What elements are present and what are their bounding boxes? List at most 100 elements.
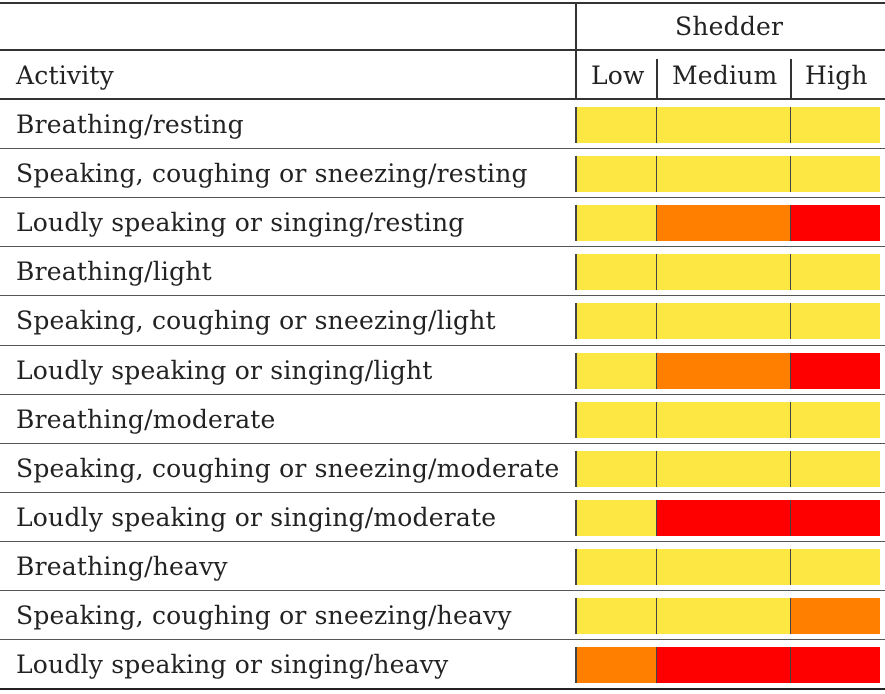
- risk-cell-medium-shedder: [657, 352, 791, 389]
- column-divider: [575, 598, 577, 635]
- column-divider: [656, 401, 657, 438]
- column-divider: [790, 156, 791, 193]
- row-rule: [0, 295, 885, 296]
- risk-cell-low-shedder: [577, 548, 657, 585]
- row-activity-label: Speaking, coughing or sneezing/moderate: [16, 453, 560, 483]
- column-divider: [575, 254, 577, 291]
- row-activity-label: Loudly speaking or singing/light: [16, 355, 433, 385]
- risk-cell-high-shedder: [791, 303, 880, 340]
- risk-cell-medium-shedder: [657, 107, 791, 144]
- column-divider: [575, 107, 577, 144]
- column-divider: [656, 450, 657, 487]
- column-divider: [656, 499, 657, 536]
- header-group-shedder: Shedder: [675, 12, 784, 41]
- column-divider: [575, 156, 577, 193]
- row-rule: [0, 688, 885, 690]
- risk-cell-low-shedder: [577, 499, 657, 536]
- risk-cell-high-shedder: [791, 450, 880, 487]
- risk-cell-high-shedder: [791, 254, 880, 291]
- column-divider: [790, 107, 791, 144]
- row-rule: [0, 246, 885, 247]
- risk-cell-low-shedder: [577, 303, 657, 340]
- risk-cell-low-shedder: [577, 156, 657, 193]
- row-activity-label: Breathing/moderate: [16, 404, 276, 434]
- risk-cell-low-shedder: [577, 107, 657, 144]
- column-divider: [790, 647, 791, 684]
- risk-cell-high-shedder: [791, 352, 880, 389]
- row-rule: [0, 590, 885, 591]
- risk-cell-high-shedder: [791, 647, 880, 684]
- risk-cell-low-shedder: [577, 205, 657, 242]
- row-activity-label: Breathing/light: [16, 257, 212, 287]
- risk-cell-medium-shedder: [657, 401, 791, 438]
- risk-cell-high-shedder: [791, 156, 880, 193]
- risk-cell-medium-shedder: [657, 205, 791, 242]
- column-divider: [656, 205, 657, 242]
- risk-cell-medium-shedder: [657, 254, 791, 291]
- column-divider: [790, 205, 791, 242]
- column-divider: [575, 499, 577, 536]
- risk-cell-high-shedder: [791, 548, 880, 585]
- row-rule: [0, 394, 885, 395]
- risk-cell-medium-shedder: [657, 598, 791, 635]
- row-rule: [0, 639, 885, 640]
- header-activity: Activity: [16, 61, 114, 90]
- risk-cell-high-shedder: [791, 401, 880, 438]
- risk-cell-medium-shedder: [657, 647, 791, 684]
- risk-cell-high-shedder: [791, 205, 880, 242]
- column-divider: [575, 205, 577, 242]
- column-divider: [656, 107, 657, 144]
- risk-cell-low-shedder: [577, 254, 657, 291]
- risk-cell-low-shedder: [577, 647, 657, 684]
- column-divider: [656, 598, 657, 635]
- risk-cell-high-shedder: [791, 107, 880, 144]
- row-rule: [0, 492, 885, 493]
- risk-cell-medium-shedder: [657, 303, 791, 340]
- row-activity-label: Breathing/resting: [16, 110, 244, 139]
- row-rule: [0, 443, 885, 444]
- risk-cell-medium-shedder: [657, 499, 791, 536]
- risk-cell-medium-shedder: [657, 450, 791, 487]
- risk-cell-medium-shedder: [657, 156, 791, 193]
- header-rule: [0, 98, 885, 100]
- header-col-medium: Medium: [672, 61, 778, 90]
- column-divider: [790, 450, 791, 487]
- column-divider: [790, 548, 791, 585]
- risk-cell-low-shedder: [577, 598, 657, 635]
- header-group-rule: [0, 49, 885, 51]
- top-rule: [0, 2, 885, 4]
- column-divider: [790, 303, 791, 340]
- header-col-high: High: [805, 61, 868, 90]
- column-divider: [575, 647, 577, 684]
- column-divider: [656, 548, 657, 585]
- header-divider-group: [575, 4, 577, 49]
- row-rule: [0, 541, 885, 542]
- column-divider: [790, 499, 791, 536]
- column-divider: [790, 598, 791, 635]
- column-divider: [575, 450, 577, 487]
- header-divider-3: [790, 59, 792, 98]
- column-divider: [575, 548, 577, 585]
- column-divider: [656, 303, 657, 340]
- column-divider: [656, 647, 657, 684]
- column-divider: [790, 254, 791, 291]
- row-activity-label: Breathing/heavy: [16, 551, 228, 581]
- row-rule: [0, 148, 885, 149]
- risk-cell-medium-shedder: [657, 548, 791, 585]
- column-divider: [656, 254, 657, 291]
- risk-cell-low-shedder: [577, 450, 657, 487]
- row-activity-label: Speaking, coughing or sneezing/light: [16, 306, 496, 336]
- header-divider-1: [575, 51, 577, 98]
- risk-cell-high-shedder: [791, 598, 880, 635]
- risk-cell-low-shedder: [577, 352, 657, 389]
- row-activity-label: Loudly speaking or singing/resting: [16, 208, 465, 238]
- column-divider: [790, 352, 791, 389]
- row-activity-label: Speaking, coughing or sneezing/heavy: [16, 601, 512, 630]
- risk-cell-high-shedder: [791, 499, 880, 536]
- row-activity-label: Loudly speaking or singing/moderate: [16, 502, 497, 532]
- column-divider: [575, 303, 577, 340]
- column-divider: [790, 401, 791, 438]
- header-col-low: Low: [591, 61, 645, 90]
- column-divider: [656, 352, 657, 389]
